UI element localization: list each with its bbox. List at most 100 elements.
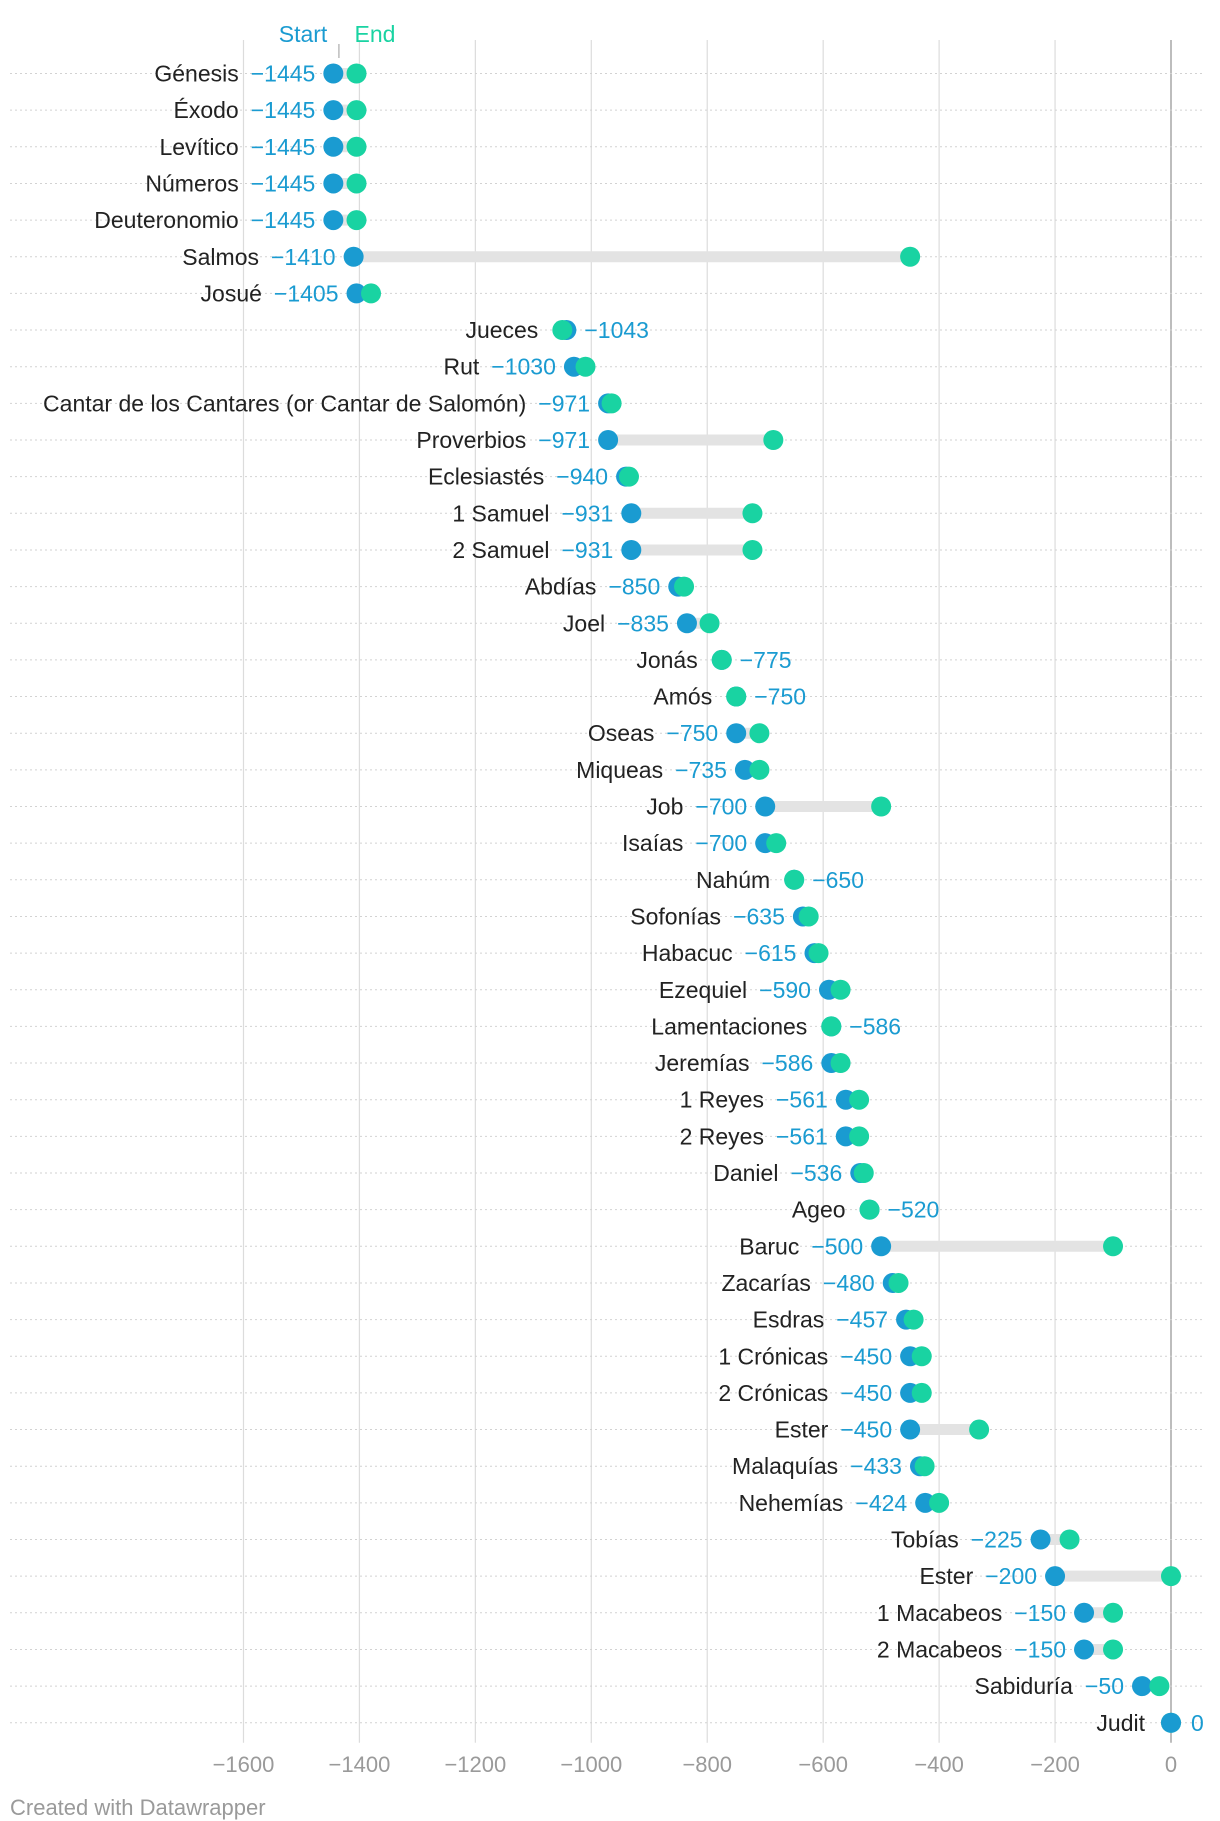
end-dot — [798, 906, 819, 927]
end-dot — [830, 979, 851, 1000]
value-label: −1410 — [271, 244, 336, 270]
chart-row: −1030 Rut — [10, 354, 1205, 380]
row-label: Lamentaciones — [651, 1013, 807, 1039]
start-dot — [323, 173, 344, 194]
chart-row: −1445 Números — [10, 170, 1205, 196]
chart-row: −835 Joel — [10, 610, 1205, 636]
end-dot — [1103, 1236, 1124, 1257]
chart-row: −450 2 Crónicas — [10, 1380, 1205, 1406]
start-dot — [1161, 1712, 1181, 1733]
chart-row: 0 Judit — [10, 1710, 1205, 1736]
chart-row: −450 1 Crónicas — [10, 1343, 1205, 1369]
chart-row: −1445 Génesis — [10, 61, 1205, 87]
value-label: −424 — [855, 1490, 907, 1516]
x-tick-label: −800 — [682, 1752, 732, 1777]
x-tick-label: −400 — [914, 1752, 964, 1777]
start-dot — [676, 613, 697, 634]
chart-row: −457 Esdras — [10, 1307, 1205, 1333]
start-dot — [1045, 1566, 1066, 1587]
start-dot — [346, 283, 367, 304]
start-dot — [915, 1492, 936, 1513]
start-dot — [621, 539, 642, 560]
row-label: Esdras — [753, 1307, 825, 1333]
end-dot — [763, 430, 784, 450]
chart-row: −225 Tobías — [10, 1527, 1205, 1553]
chart-row: −1445 Deuteronomio — [10, 207, 1205, 233]
start-dot — [621, 503, 642, 524]
value-label: −590 — [759, 977, 811, 1003]
value-label: −775 — [740, 647, 792, 673]
legend-start-label: Start — [279, 21, 328, 47]
start-dot — [755, 796, 776, 817]
chart-row: −775 Jonás — [10, 647, 1205, 673]
chart-row: −750 Oseas — [10, 720, 1205, 746]
end-dot — [821, 1016, 842, 1037]
end-dot — [784, 869, 805, 890]
chart-row: −450 Ester — [10, 1417, 1205, 1443]
chart-row: −700 Isaías — [10, 830, 1205, 856]
chart-row: −1410 Salmos — [10, 244, 1205, 270]
value-label: −931 — [561, 537, 613, 563]
value-label: −50 — [1085, 1673, 1124, 1699]
row-label: Eclesiastés — [428, 464, 544, 490]
row-label: Rut — [444, 354, 480, 380]
row-label: Amós — [653, 684, 712, 710]
row-label: Zacarías — [721, 1270, 810, 1296]
start-dot — [343, 246, 364, 267]
value-label: −586 — [849, 1013, 901, 1039]
value-label: −150 — [1014, 1600, 1066, 1626]
value-label: −1445 — [251, 97, 316, 123]
end-dot — [849, 1089, 870, 1110]
chart-row: −433 Malaquías — [10, 1453, 1205, 1479]
start-dot — [900, 1419, 921, 1440]
x-tick-label: 0 — [1165, 1752, 1177, 1777]
end-dot — [742, 503, 763, 524]
value-label: −940 — [556, 464, 608, 490]
legend-end-label: End — [355, 21, 396, 47]
row-label: Nehemías — [739, 1490, 844, 1516]
row-label: Jeremías — [655, 1050, 750, 1076]
row-label: Abdías — [525, 574, 597, 600]
start-dot — [1030, 1529, 1051, 1550]
end-dot — [911, 1382, 932, 1403]
value-label: −735 — [675, 757, 727, 783]
row-label: 1 Reyes — [680, 1087, 764, 1113]
row-label: Josué — [201, 280, 262, 306]
x-tick-label: −1600 — [213, 1752, 275, 1777]
row-label: Salmos — [182, 244, 259, 270]
end-dot — [914, 1456, 935, 1477]
row-label: Ezequiel — [659, 977, 747, 1003]
end-dot — [900, 246, 921, 267]
chart-row: −561 2 Reyes — [10, 1123, 1205, 1149]
start-dot — [1074, 1639, 1095, 1660]
row-label: Ester — [920, 1563, 974, 1589]
chart-row: −940 Eclesiastés — [10, 464, 1205, 490]
end-dot — [346, 63, 367, 84]
value-label: −450 — [840, 1417, 892, 1443]
start-dot — [323, 210, 344, 231]
chart-row: −200 Ester — [10, 1563, 1205, 1589]
value-label: −931 — [561, 500, 613, 526]
row-label: 1 Macabeos — [877, 1600, 1002, 1626]
row-label: Job — [646, 794, 683, 820]
chart-row: −971 Proverbios — [10, 427, 1205, 453]
end-dot — [742, 539, 763, 560]
end-dot — [346, 100, 367, 121]
credit-text: Created with Datawrapper — [10, 1795, 266, 1820]
chart-row: −586 Jeremías — [10, 1050, 1205, 1076]
x-tick-label: −200 — [1030, 1752, 1080, 1777]
row-layer: −1445Génesis−1445Éxodo−1445Levítico−1445… — [10, 61, 1205, 1736]
chart-row: −561 1 Reyes — [10, 1087, 1205, 1113]
chart-row: −635 Sofonías — [10, 903, 1205, 929]
grid-layer — [242, 40, 1172, 1743]
chart-row: −500 Baruc — [10, 1233, 1205, 1259]
row-label: Daniel — [713, 1160, 778, 1186]
chart-row: −615 Habacuc — [10, 940, 1205, 966]
chart-row: −1445 Éxodo — [10, 97, 1205, 123]
row-label: Baruc — [739, 1233, 799, 1259]
end-dot — [749, 723, 770, 744]
end-dot — [1161, 1566, 1181, 1587]
end-dot — [766, 833, 787, 854]
row-label: Deuteronomio — [94, 207, 238, 233]
value-label: −750 — [666, 720, 718, 746]
